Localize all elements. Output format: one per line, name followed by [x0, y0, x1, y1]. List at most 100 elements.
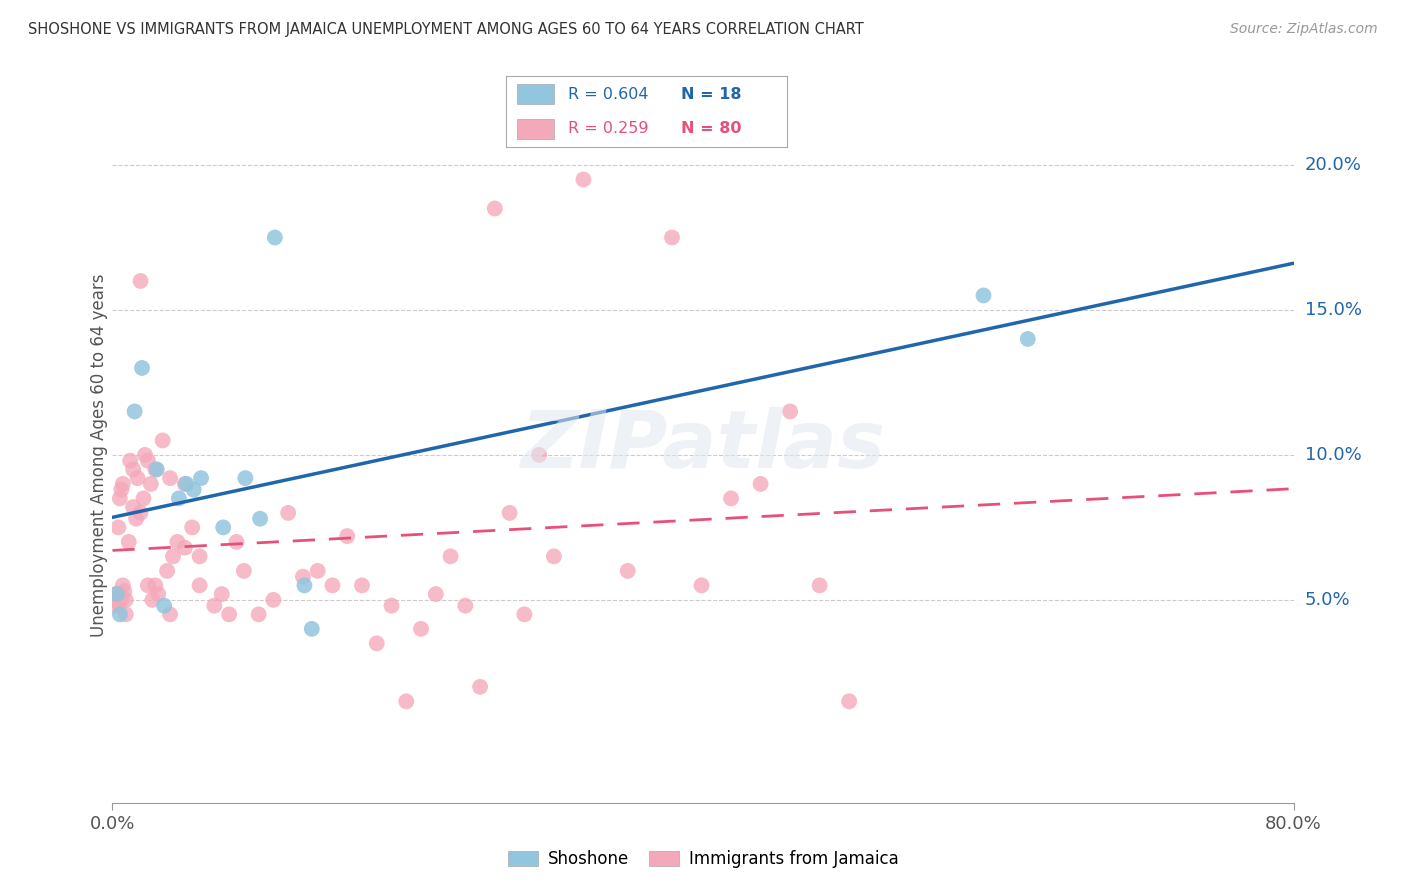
Point: [174, 476, 197, 491]
Point: [439, 549, 461, 564]
Point: [262, 592, 284, 607]
Point: [380, 599, 402, 613]
Point: [122, 500, 145, 514]
Point: [181, 520, 204, 534]
Legend: Shoshone, Immigrants from Jamaica: Shoshone, Immigrants from Jamaica: [501, 843, 905, 874]
Point: [108, 607, 131, 622]
FancyBboxPatch shape: [517, 85, 554, 104]
Point: [232, 564, 254, 578]
Point: [183, 483, 205, 497]
Point: [1017, 332, 1039, 346]
Point: [779, 404, 801, 418]
Point: [107, 592, 129, 607]
Point: [233, 471, 256, 485]
Point: [139, 476, 162, 491]
Point: [973, 288, 995, 302]
Point: [661, 230, 683, 244]
Text: R = 0.259: R = 0.259: [568, 120, 648, 136]
Point: [513, 607, 536, 622]
Point: [112, 584, 135, 599]
Point: [454, 599, 477, 613]
Point: [104, 587, 127, 601]
Text: R = 0.604: R = 0.604: [568, 87, 648, 102]
Point: [190, 471, 212, 485]
Point: [307, 564, 329, 578]
Point: [202, 599, 225, 613]
Point: [468, 680, 491, 694]
Text: N = 80: N = 80: [681, 120, 741, 136]
Point: [425, 587, 447, 601]
Point: [143, 578, 166, 592]
Point: [188, 578, 211, 592]
Point: [114, 607, 136, 622]
Text: 5.0%: 5.0%: [1305, 591, 1350, 609]
Point: [146, 462, 169, 476]
Point: [212, 520, 235, 534]
Point: [136, 453, 159, 467]
Point: [350, 578, 373, 592]
Point: [122, 462, 145, 476]
Point: [527, 448, 550, 462]
Point: [616, 564, 638, 578]
Point: [249, 511, 271, 525]
Point: [188, 549, 211, 564]
Point: [366, 636, 388, 650]
Point: [108, 491, 131, 506]
Text: 10.0%: 10.0%: [1305, 446, 1361, 464]
Point: [484, 202, 506, 216]
Point: [167, 491, 190, 506]
Point: [114, 592, 136, 607]
Point: [543, 549, 565, 564]
Point: [720, 491, 742, 506]
Point: [124, 404, 146, 418]
Point: [690, 578, 713, 592]
Point: [105, 587, 128, 601]
Point: [104, 599, 127, 613]
Point: [111, 578, 134, 592]
Point: [336, 529, 359, 543]
Point: [159, 471, 181, 485]
Point: [120, 453, 142, 467]
Point: [808, 578, 831, 592]
Point: [108, 587, 131, 601]
Point: [110, 483, 132, 497]
Point: [105, 590, 128, 604]
Point: [107, 520, 129, 534]
Point: [173, 476, 195, 491]
Point: [159, 607, 181, 622]
Text: N = 18: N = 18: [681, 87, 741, 102]
Point: [173, 541, 195, 555]
Point: [264, 230, 287, 244]
Point: [131, 361, 153, 376]
Text: 15.0%: 15.0%: [1305, 301, 1361, 319]
Point: [136, 578, 159, 592]
Point: [572, 172, 595, 186]
Point: [152, 434, 174, 448]
Text: 20.0%: 20.0%: [1305, 156, 1361, 174]
Point: [129, 274, 152, 288]
Point: [143, 462, 166, 476]
Point: [277, 506, 299, 520]
Point: [111, 476, 134, 491]
Point: [395, 694, 418, 708]
Point: [105, 592, 128, 607]
Point: [153, 599, 176, 613]
Point: [134, 448, 156, 462]
Point: [148, 587, 170, 601]
Point: [247, 607, 270, 622]
Point: [129, 506, 152, 520]
Point: [225, 534, 247, 549]
Text: SHOSHONE VS IMMIGRANTS FROM JAMAICA UNEMPLOYMENT AMONG AGES 60 TO 64 YEARS CORRE: SHOSHONE VS IMMIGRANTS FROM JAMAICA UNEM…: [28, 22, 863, 37]
Point: [132, 491, 155, 506]
Point: [218, 607, 240, 622]
Point: [211, 587, 233, 601]
Y-axis label: Unemployment Among Ages 60 to 64 years: Unemployment Among Ages 60 to 64 years: [90, 273, 108, 637]
Point: [838, 694, 860, 708]
Point: [498, 506, 520, 520]
Point: [301, 622, 323, 636]
Point: [125, 511, 148, 525]
Point: [107, 596, 129, 610]
Point: [110, 592, 132, 607]
Point: [141, 592, 163, 607]
Text: Source: ZipAtlas.com: Source: ZipAtlas.com: [1230, 22, 1378, 37]
